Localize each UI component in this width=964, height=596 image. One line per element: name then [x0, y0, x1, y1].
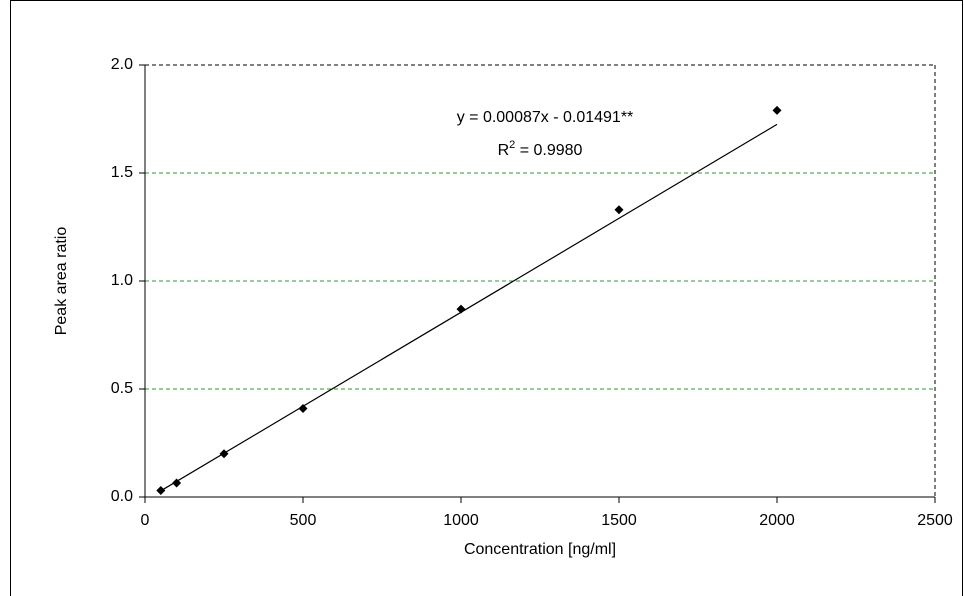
r2-text: = 0.9980	[515, 142, 582, 159]
x-tick-label: 2500	[917, 512, 953, 529]
y-tick-label: 0.0	[111, 488, 133, 505]
x-tick-label: 0	[141, 512, 150, 529]
r-squared: R2 = 0.9980	[498, 139, 583, 159]
x-tick-label: 1500	[601, 512, 637, 529]
data-point	[615, 205, 624, 214]
y-tick-label: 1.0	[111, 272, 133, 289]
data-point	[457, 305, 466, 314]
trend-equation: y = 0.00087x - 0.01491**	[457, 109, 634, 126]
y-tick-label: 2.0	[111, 56, 133, 73]
x-tick-label: 500	[290, 512, 317, 529]
data-point	[299, 404, 308, 413]
y-tick-label: 1.5	[111, 164, 133, 181]
y-tick-label: 0.5	[111, 380, 133, 397]
x-tick-label: 2000	[759, 512, 795, 529]
trendline	[161, 124, 777, 490]
x-axis-label: Concentration [ng/ml]	[464, 541, 616, 558]
data-point	[220, 449, 229, 458]
chart: Concentration [ng/ml] Peak area ratio y …	[0, 0, 964, 596]
data-point	[773, 106, 782, 115]
r2-symbol: R	[498, 142, 510, 159]
chart-border	[11, 1, 963, 596]
x-tick-label: 1000	[443, 512, 479, 529]
data-point	[156, 486, 165, 495]
y-axis-label: Peak area ratio	[53, 227, 70, 336]
